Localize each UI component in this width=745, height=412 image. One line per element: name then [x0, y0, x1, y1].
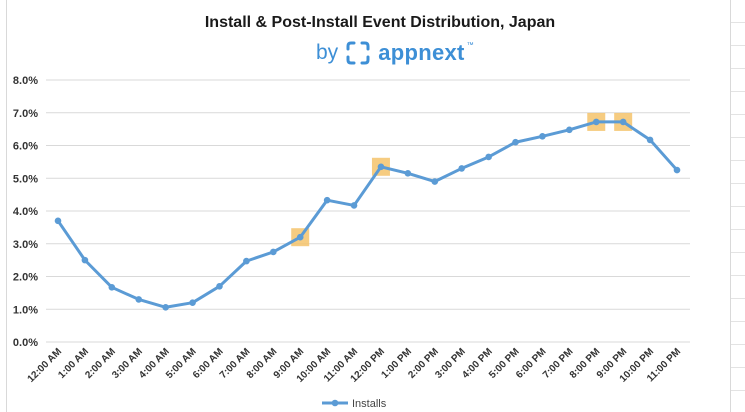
data-point [270, 248, 277, 256]
data-point [404, 170, 412, 177]
data-point [135, 296, 143, 303]
y-tick-label: 3.0% [13, 239, 38, 251]
series-line-installs [56, 120, 679, 309]
y-tick-label: 1.0% [13, 304, 38, 316]
data-point [431, 178, 439, 185]
x-tick-label: 12:00 AM [26, 346, 65, 385]
data-point [377, 163, 385, 171]
sheet-column-edge-right [730, 0, 745, 412]
data-point [673, 166, 681, 174]
data-point [539, 133, 546, 140]
brand-name: appnext [378, 40, 465, 65]
sheet-column-edge-left [0, 0, 7, 412]
y-tick-label: 7.0% [13, 108, 38, 120]
data-point [512, 138, 519, 146]
data-point [108, 284, 116, 291]
brand-trademark: ™ [466, 42, 474, 49]
data-point [646, 136, 654, 144]
appnext-logo-icon [346, 41, 370, 65]
y-tick-label: 2.0% [13, 272, 38, 284]
y-tick-label: 4.0% [13, 206, 38, 218]
data-point [243, 257, 250, 265]
data-point [619, 118, 627, 126]
y-tick-label: 6.0% [13, 141, 38, 153]
legend-label-installs: Installs [352, 398, 387, 410]
data-point [566, 126, 573, 134]
data-point [54, 217, 62, 225]
data-point [216, 283, 223, 290]
data-point [592, 118, 600, 126]
data-point [350, 202, 358, 209]
y-tick-label: 0.0% [13, 337, 38, 349]
data-point [485, 153, 492, 161]
data-point [458, 165, 465, 172]
chart-title: Install & Post-Install Event Distributio… [204, 14, 556, 31]
data-point [81, 256, 89, 264]
data-point [189, 299, 196, 307]
brand-by-text: by [316, 41, 339, 64]
y-tick-label: 5.0% [13, 173, 38, 185]
legend-marker [331, 399, 339, 407]
y-tick-label: 8.0% [13, 75, 38, 87]
brand-subtitle: by appnext ™ [316, 36, 474, 70]
data-point [323, 196, 331, 204]
data-point [296, 233, 304, 241]
data-point [162, 303, 169, 311]
